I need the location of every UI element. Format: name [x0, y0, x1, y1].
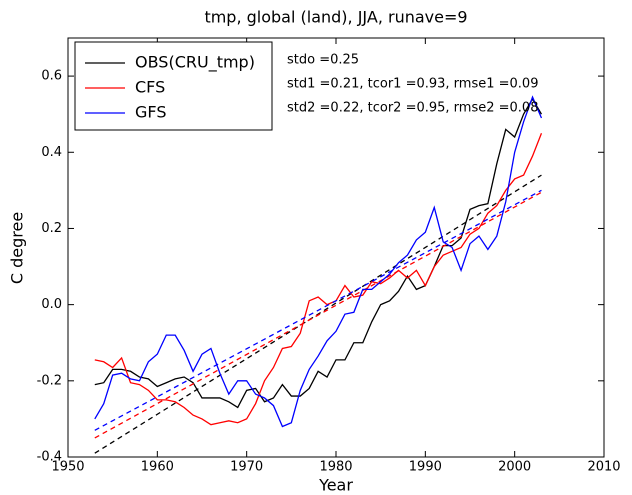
trend-line — [94, 191, 542, 439]
chart-title: tmp, global (land), JJA, runave=9 — [204, 8, 467, 27]
trend-line — [94, 174, 542, 454]
legend-box — [74, 41, 273, 131]
x-axis-label: Year — [318, 476, 353, 495]
annotation: stdo =0.25 — [287, 53, 359, 68]
y-tick-label: 0.4 — [41, 145, 62, 160]
annotation: std2 =0.22, tcor2 =0.95, rmse2 =0.08 — [287, 101, 538, 116]
legend-label: CFS — [135, 78, 165, 97]
y-tick-label: 0.6 — [41, 69, 62, 84]
y-tick-label: -0.2 — [37, 373, 62, 388]
x-tick-label: 1960 — [141, 460, 174, 475]
series-line — [94, 97, 543, 409]
y-tick-label: 0.0 — [41, 297, 62, 312]
series-line — [94, 95, 543, 428]
y-tick-label: -0.4 — [37, 450, 62, 465]
annotation: std1 =0.21, tcor1 =0.93, rmse1 =0.09 — [287, 77, 538, 92]
series-line — [94, 132, 543, 426]
legend-label: OBS(CRU_tmp) — [135, 53, 255, 73]
y-tick-label: 0.2 — [41, 221, 62, 236]
legend-label: GFS — [135, 103, 166, 122]
plot-frame — [67, 37, 605, 458]
x-tick-label: 1980 — [319, 460, 352, 475]
x-tick-label: 1970 — [230, 460, 263, 475]
trend-line — [94, 189, 542, 431]
x-tick-label: 1950 — [51, 460, 84, 475]
y-axis-label: C degree — [8, 212, 27, 284]
x-tick-label: 1990 — [409, 460, 442, 475]
x-tick-label: 2010 — [587, 460, 620, 475]
x-tick-label: 2000 — [498, 460, 531, 475]
